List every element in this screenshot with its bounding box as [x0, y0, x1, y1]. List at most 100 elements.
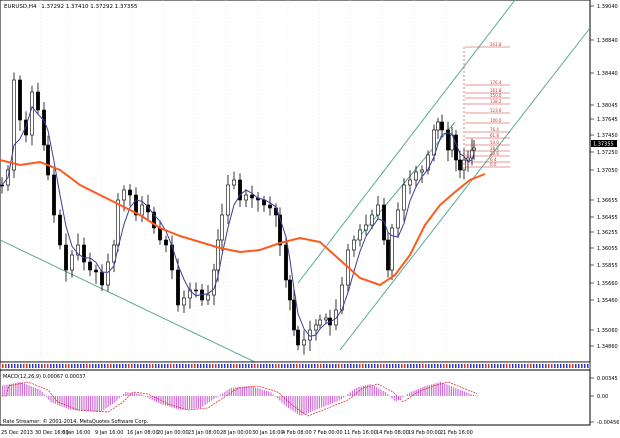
macd-bar: [290, 396, 292, 410]
time-label: 30 Jan 16:00: [252, 430, 284, 436]
macd-bar: [470, 394, 472, 396]
copyright-text: Rate Streamer: © 2001-2014, MetaQuotes S…: [3, 418, 149, 425]
macd-bar: [349, 392, 351, 396]
price-tick-label: 1.37450: [597, 133, 618, 139]
macd-bar: [248, 386, 250, 396]
macd-bar: [178, 396, 180, 410]
macd-bar: [85, 396, 87, 412]
up-channel-lower[interactable]: [339, 27, 591, 351]
macd-bar: [175, 396, 177, 409]
macd-bar: [420, 388, 422, 396]
macd-bar: [61, 396, 63, 407]
macd-bar: [37, 388, 39, 396]
macd-signal-line: [2, 381, 478, 417]
macd-bar: [378, 388, 380, 396]
macd-bar: [336, 396, 338, 402]
macd-bar: [156, 396, 158, 402]
candle-body: [370, 214, 374, 226]
candle-body: [134, 194, 138, 216]
macd-bar: [272, 394, 274, 396]
macd-bar: [149, 396, 151, 399]
macd-bar: [171, 396, 173, 408]
price-tick-label: 1.34860: [597, 344, 618, 350]
macd-bar: [120, 396, 122, 397]
macd-bar: [103, 396, 105, 410]
macd-bar: [131, 392, 133, 396]
time-label: 11 Feb 16:00: [344, 430, 377, 436]
fibonacci-expansion[interactable]: 261.8176.4161.8150.0138.2123.6100.076.46…: [463, 42, 510, 172]
candle-body: [458, 159, 462, 171]
candle-body: [0, 184, 4, 187]
time-label: 4 Feb 08:00: [282, 430, 312, 436]
macd-bar: [411, 391, 413, 396]
price-tick-label: 1.36455: [597, 215, 618, 221]
price-tick-label: 1.35460: [597, 298, 618, 304]
macd-bar: [90, 396, 92, 412]
candle-body: [238, 179, 242, 201]
candle-body: [250, 194, 254, 199]
macd-bar: [453, 387, 455, 396]
macd-bar: [413, 390, 415, 396]
macd-bar: [329, 396, 331, 405]
macd-bar: [475, 395, 477, 396]
macd-bar: [362, 385, 364, 396]
macd-bar: [74, 396, 76, 411]
macd-bar: [439, 382, 441, 396]
price-tick-label: 1.35855: [597, 263, 618, 269]
time-label: 16 Jan 08:00: [127, 430, 159, 436]
candle-body: [262, 199, 266, 206]
candle-body: [88, 261, 92, 271]
macd-tick-label: 0.00345: [597, 376, 618, 382]
macd-bar: [193, 396, 195, 409]
macd-bar: [30, 386, 32, 396]
macd-bar: [224, 391, 226, 396]
macd-bar: [351, 390, 353, 396]
macd-bar: [316, 396, 318, 410]
candle-body: [122, 189, 126, 201]
candle-body: [220, 214, 224, 241]
time-axis: 25 Dec 2013 30 Dec 16:006 Jan 16:00 9 Jan …: [1, 430, 473, 436]
macd-bar: [387, 394, 389, 396]
candle-body: [414, 171, 418, 181]
down-channel-line[interactable]: [0, 239, 256, 363]
candle-body: [140, 204, 144, 216]
macd-bar: [321, 396, 323, 408]
candle-body: [194, 289, 198, 292]
time-label: 19 Feb 00:00: [408, 430, 441, 436]
fibo-level-label: 23.6: [490, 151, 499, 156]
macd-bar: [76, 396, 78, 411]
macd-bar: [477, 395, 479, 397]
candle-body: [128, 189, 132, 196]
candle-body: [318, 319, 322, 326]
macd-bar: [314, 396, 316, 411]
macd-bar: [46, 396, 48, 398]
macd-bar: [123, 394, 125, 396]
macd-bar: [136, 393, 138, 396]
fibo-level-label: 261.8: [490, 42, 502, 47]
macd-bar: [206, 396, 208, 404]
macd-bar: [338, 396, 340, 401]
macd-bar: [2, 385, 4, 396]
macd-bar: [191, 396, 193, 409]
macd-bar: [382, 390, 384, 396]
macd-bar: [10, 383, 12, 396]
fibo-level-label: 138.2: [490, 99, 502, 104]
macd-bar: [59, 396, 61, 406]
time-label: 21 Feb 16:00: [440, 430, 473, 436]
macd-bar: [285, 396, 287, 407]
price-tick-label: 1.38045: [597, 103, 618, 109]
price-tick-label: 1.37250: [597, 150, 618, 156]
macd-bar: [393, 396, 395, 401]
macd-bar: [32, 387, 34, 396]
fast-moving-average: [1, 105, 475, 337]
candle-body: [284, 244, 288, 281]
candle-body: [94, 269, 98, 273]
macd-bar: [461, 390, 463, 396]
macd-tick-label: 0.00: [597, 394, 608, 400]
macd-bar: [68, 396, 70, 410]
macd-bar: [444, 383, 446, 396]
vertical-grid: [40, 0, 447, 425]
fibo-level-label: 6.4: [490, 157, 497, 162]
macd-bar: [303, 396, 305, 415]
